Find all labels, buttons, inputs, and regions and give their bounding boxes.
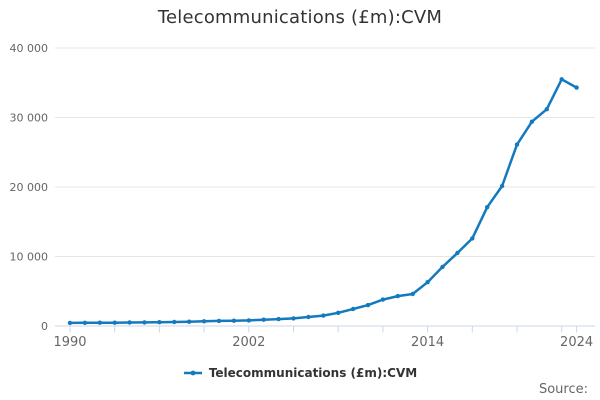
data-point-marker[interactable] — [365, 302, 371, 308]
data-point-marker[interactable] — [440, 264, 445, 270]
data-point-marker[interactable] — [470, 236, 475, 241]
data-point-marker[interactable] — [127, 320, 132, 325]
chart-title: Telecommunications (£m):CVM — [157, 7, 443, 28]
data-point-marker[interactable] — [529, 119, 535, 124]
data-point-marker[interactable] — [157, 320, 162, 325]
data-point-marker[interactable] — [231, 318, 237, 323]
data-point-marker[interactable] — [291, 316, 296, 321]
y-axis-label: 20 000 — [10, 181, 49, 194]
data-point-marker[interactable] — [514, 142, 520, 147]
data-point-marker[interactable] — [336, 310, 341, 315]
data-point-marker[interactable] — [172, 319, 177, 325]
data-point-marker[interactable] — [485, 205, 490, 210]
data-point-marker[interactable] — [380, 297, 386, 302]
x-axis-label: 1990 — [53, 335, 86, 350]
data-point-marker[interactable] — [112, 320, 117, 325]
data-point-marker[interactable] — [321, 313, 326, 318]
data-point-marker[interactable] — [350, 306, 356, 312]
data-point-marker[interactable] — [410, 291, 415, 297]
data-point-marker[interactable] — [455, 250, 460, 256]
legend-line-marker-icon — [183, 370, 202, 376]
data-point-marker[interactable] — [261, 317, 266, 322]
data-point-marker[interactable] — [395, 293, 400, 299]
data-point-marker[interactable] — [276, 316, 281, 322]
data-point-marker[interactable] — [82, 320, 88, 325]
data-point-marker[interactable] — [97, 320, 103, 325]
y-axis-label: 10 000 — [10, 251, 49, 264]
y-axis-label: 40 000 — [10, 42, 49, 55]
legend-label: Telecommunications (£m):CVM — [208, 366, 418, 380]
data-point-marker[interactable] — [574, 85, 579, 90]
data-point-marker[interactable] — [246, 318, 251, 323]
data-point-marker[interactable] — [67, 320, 73, 326]
legend-item[interactable]: Telecommunications (£m):CVM — [0, 364, 600, 382]
data-point-marker[interactable] — [142, 320, 147, 325]
x-axis-label: 2014 — [411, 335, 444, 350]
series-line[interactable] — [68, 78, 578, 325]
source-text: Source: — [538, 382, 588, 397]
data-point-marker[interactable] — [187, 319, 192, 324]
data-point-marker[interactable] — [216, 318, 222, 324]
y-axis-label: 0 — [41, 320, 48, 333]
data-point-marker[interactable] — [499, 183, 505, 189]
data-point-marker[interactable] — [425, 280, 430, 285]
data-point-marker[interactable] — [306, 314, 311, 320]
data-point-marker[interactable] — [544, 107, 549, 112]
data-point-marker[interactable] — [201, 319, 207, 324]
x-axis-label: 2024 — [560, 335, 593, 350]
x-axis-label: 2002 — [232, 335, 265, 350]
y-axis-label: 30 000 — [10, 112, 49, 125]
data-point-marker[interactable] — [559, 77, 564, 82]
